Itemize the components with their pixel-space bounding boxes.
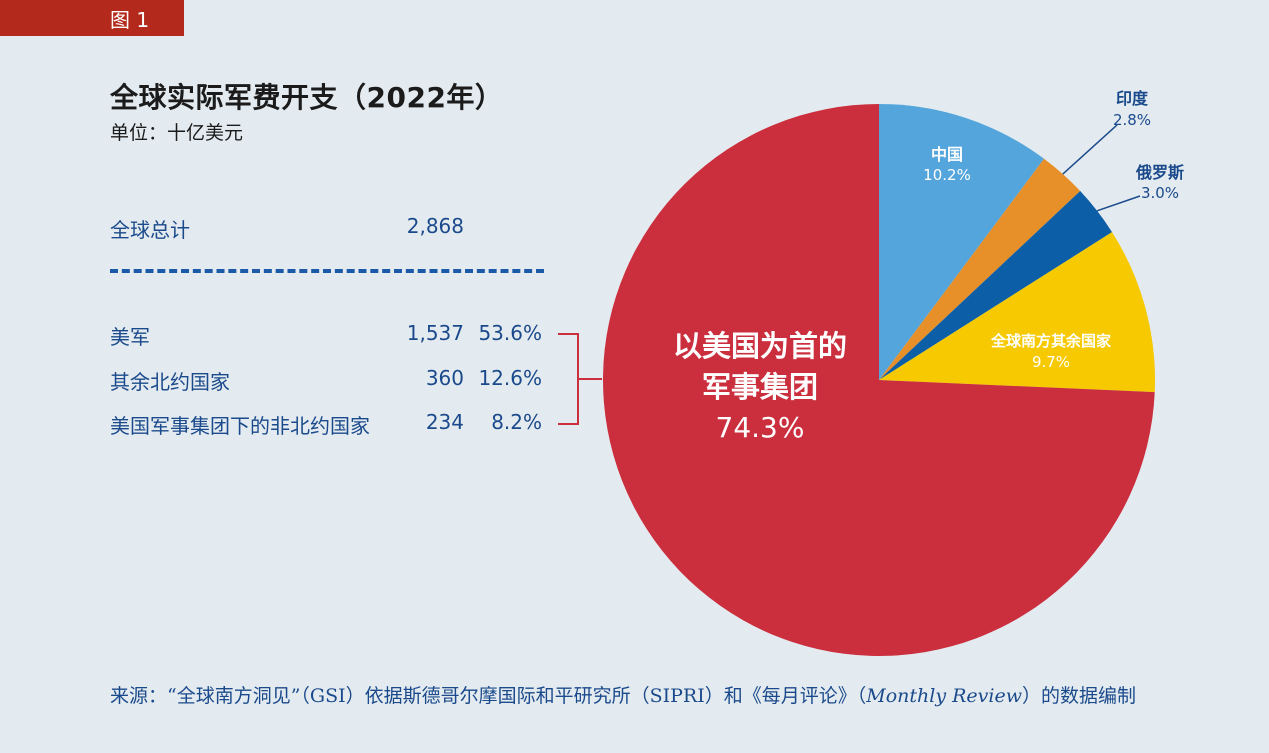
slice-value-label: 3.0%	[1141, 184, 1179, 202]
total-row: 全球总计 2,868	[110, 214, 542, 242]
pie-slice	[879, 104, 1045, 380]
row-value: 1,537	[406, 321, 464, 345]
source-italic: Monthly Review	[866, 685, 1022, 707]
row-value: 234	[425, 410, 464, 434]
slice-name: 以美国为首的	[673, 329, 847, 363]
pie-slice	[879, 191, 1113, 380]
slice-name: 全球南方其余国家	[990, 332, 1111, 350]
slice-name: 中国	[931, 145, 963, 164]
slice-value-label: 10.2%	[923, 166, 971, 184]
row-label: 其余北约国家	[110, 370, 230, 394]
row-percent: 12.6%	[478, 366, 542, 390]
dashed-divider	[110, 269, 544, 273]
table-row: 美军 1,537 53.6%	[110, 321, 542, 349]
chart-title: 全球实际军费开支（2022年）	[110, 81, 504, 114]
table-row: 美国军事集团下的非北约国家 234 8.2%	[110, 410, 542, 438]
row-percent: 53.6%	[478, 321, 542, 345]
source-prefix: 来源：“全球南方洞见”（GSI）依据斯德哥尔摩国际和平研究所（SIPRI）和《每…	[110, 685, 867, 707]
table-row: 其余北约国家 360 12.6%	[110, 366, 542, 394]
slice-name: 印度	[1116, 89, 1149, 108]
slice-value-label: 2.8%	[1113, 111, 1151, 129]
pie-slice	[602, 104, 1155, 656]
figure-tag: 图 1	[0, 0, 184, 36]
slice-value-label: 9.7%	[1032, 353, 1070, 371]
leader-line	[1062, 124, 1118, 175]
slice-name: 俄罗斯	[1135, 163, 1184, 182]
slice-value-label: 74.3%	[716, 411, 805, 444]
row-value: 360	[425, 366, 464, 390]
pie-slice	[879, 158, 1081, 380]
group-bracket	[558, 333, 602, 425]
total-label: 全球总计	[110, 218, 190, 242]
row-percent: 8.2%	[491, 410, 542, 434]
source-note: 来源：“全球南方洞见”（GSI）依据斯德哥尔摩国际和平研究所（SIPRI）和《每…	[110, 684, 1170, 709]
chart-subtitle: 单位：十亿美元	[110, 122, 244, 144]
row-label: 美国军事集团下的非北约国家	[110, 414, 370, 438]
row-label: 美军	[110, 325, 150, 349]
source-suffix: ）的数据编制	[1021, 685, 1136, 707]
leader-line	[1096, 195, 1141, 212]
total-value: 2,868	[406, 214, 464, 238]
slice-name: 军事集团	[702, 370, 818, 404]
pie-slice	[879, 232, 1155, 393]
